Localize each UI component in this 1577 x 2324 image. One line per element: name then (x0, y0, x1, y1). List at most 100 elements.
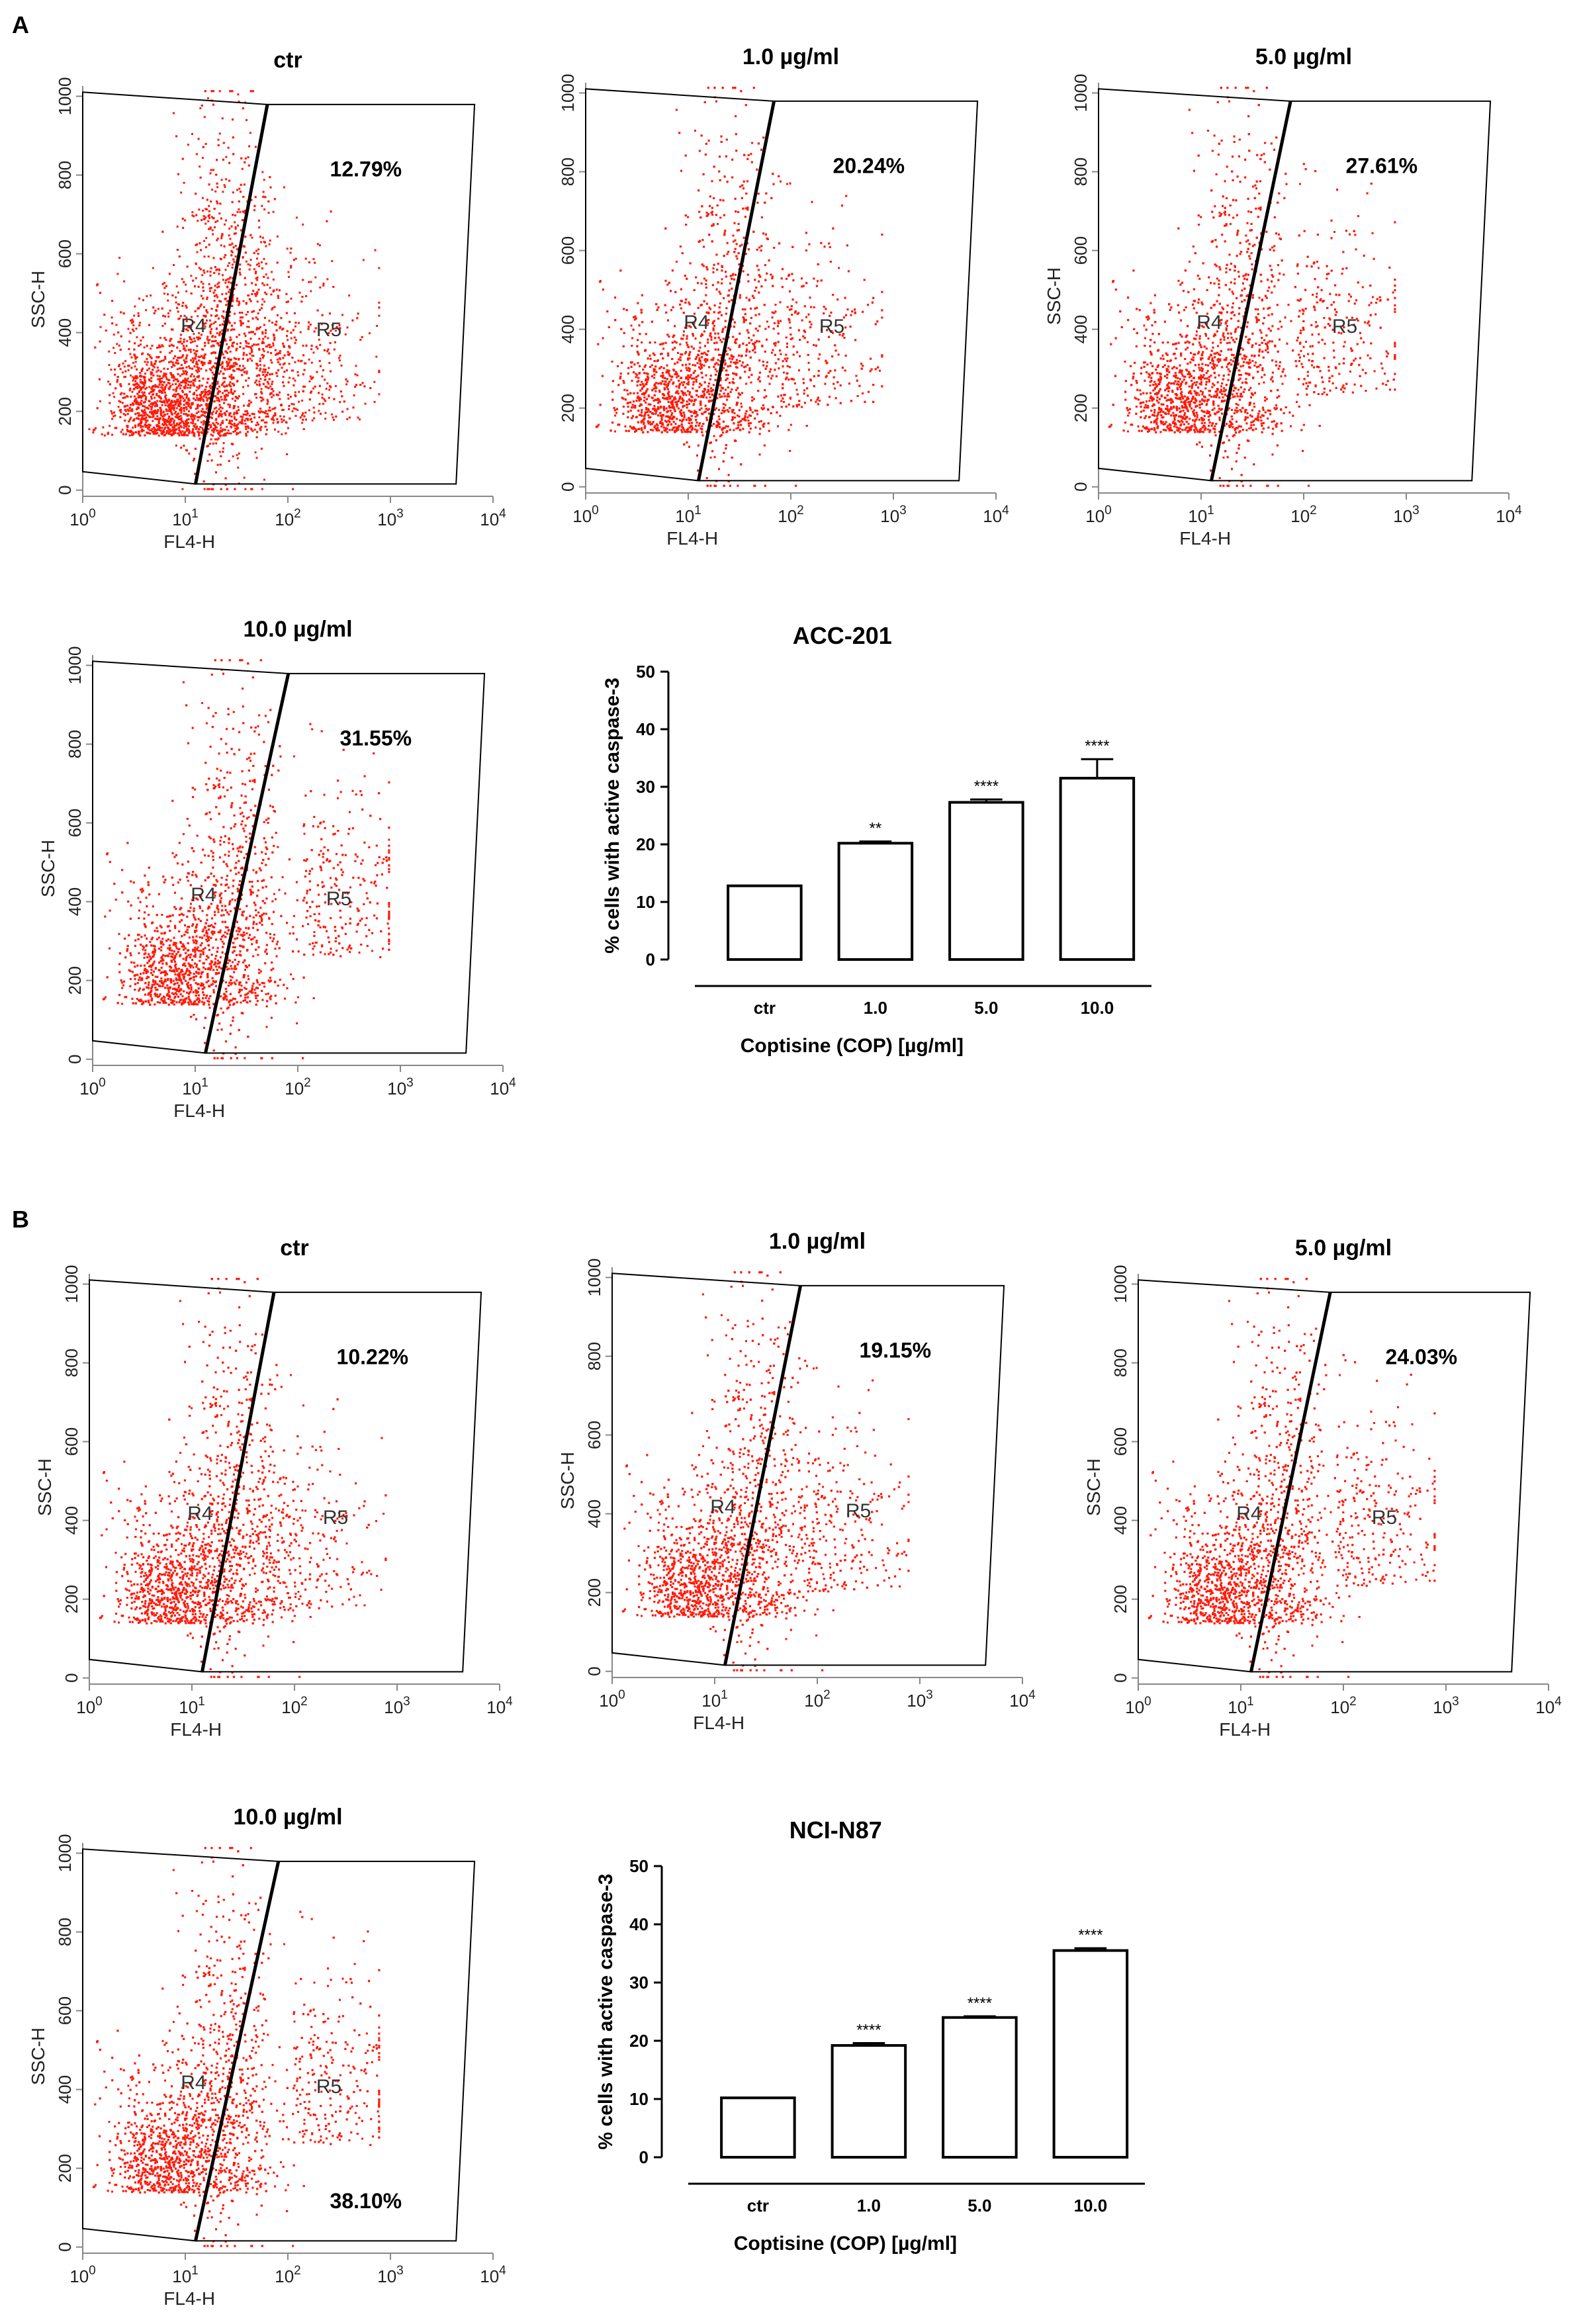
dot (318, 244, 321, 247)
dot (117, 406, 120, 408)
dot (200, 398, 203, 400)
dot (318, 392, 320, 394)
dot (235, 418, 238, 421)
dot (179, 399, 182, 402)
dot (243, 404, 245, 407)
dot (181, 430, 184, 433)
dot (269, 176, 271, 179)
dot (164, 386, 167, 388)
dot (142, 393, 145, 396)
dot (133, 395, 136, 398)
dot (171, 433, 173, 435)
dot (203, 422, 205, 425)
percent-label: 12.79% (330, 157, 402, 181)
dot (140, 395, 142, 398)
dot (184, 219, 187, 222)
dot (141, 391, 144, 394)
dot (215, 310, 218, 312)
dot (179, 375, 181, 377)
dot (196, 345, 199, 347)
dot (240, 191, 242, 193)
dot (175, 135, 178, 138)
dot (142, 429, 145, 432)
dot (136, 392, 139, 395)
dot (214, 289, 216, 292)
dot (223, 184, 226, 187)
dot (247, 310, 249, 313)
dot (256, 431, 259, 433)
dot (120, 411, 122, 414)
dot (178, 429, 181, 431)
dot (203, 306, 205, 308)
dot (228, 406, 231, 408)
dot (343, 400, 345, 403)
dot (299, 331, 302, 334)
dot (152, 374, 155, 377)
dot (191, 430, 194, 433)
dot (236, 410, 238, 413)
dot (230, 225, 233, 228)
dot (243, 371, 246, 373)
dot (334, 330, 337, 332)
dot (192, 384, 195, 386)
dot (210, 412, 213, 414)
dot (136, 417, 138, 420)
dot (163, 287, 166, 289)
dot (323, 398, 326, 400)
dot (224, 254, 227, 256)
dot (205, 246, 207, 249)
dot (183, 380, 186, 382)
dot (287, 271, 290, 273)
dot (294, 415, 297, 417)
dot (168, 388, 171, 390)
dot (263, 324, 265, 326)
dot (123, 365, 126, 368)
dot (214, 226, 216, 228)
dot (261, 340, 264, 343)
dot (272, 390, 275, 392)
dot (219, 364, 222, 366)
dot (176, 362, 179, 365)
dot (141, 414, 144, 417)
dot (268, 243, 271, 246)
dot (146, 420, 149, 422)
dot (256, 279, 259, 281)
dot (206, 460, 209, 462)
dot (227, 364, 230, 367)
dot (139, 375, 141, 378)
dot (185, 304, 187, 307)
dot (124, 414, 126, 416)
dot (209, 332, 212, 335)
dot (200, 367, 203, 370)
dot (166, 413, 169, 416)
dot (202, 429, 204, 431)
dot (99, 292, 101, 294)
dot (276, 358, 279, 361)
dot (150, 363, 153, 366)
dot (151, 372, 154, 375)
dot (228, 314, 231, 317)
dot (190, 415, 193, 418)
gate-divider (194, 104, 269, 484)
dot (272, 278, 275, 281)
dot (238, 395, 240, 398)
dot (206, 199, 208, 201)
dot (195, 262, 197, 265)
dot (226, 300, 228, 302)
dot (116, 379, 119, 381)
dot (333, 398, 336, 400)
dot (202, 390, 204, 393)
dot (242, 210, 244, 213)
dot (191, 367, 194, 370)
dot (197, 404, 199, 406)
dot (333, 419, 335, 421)
dot (163, 381, 165, 384)
dot (196, 394, 199, 396)
dot (338, 324, 341, 326)
dot (94, 346, 97, 349)
dot (193, 417, 196, 420)
dot (326, 220, 328, 222)
dot (204, 394, 206, 396)
dot (144, 418, 147, 420)
dot (356, 317, 359, 320)
